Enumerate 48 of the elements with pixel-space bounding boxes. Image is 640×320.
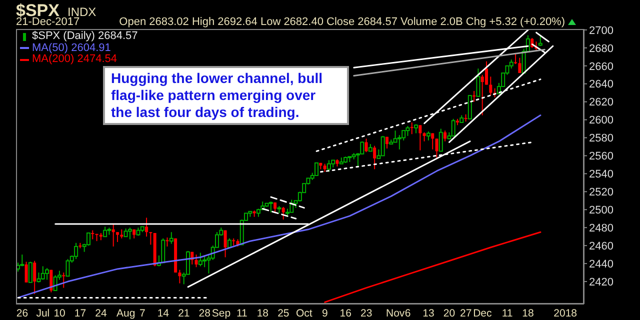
y-tick-label: 2700 (589, 24, 614, 37)
x-tick-label: 10 (54, 307, 66, 320)
x-tick-label: 9 (322, 307, 328, 320)
y-tick-label: 2600 (589, 114, 614, 127)
x-tick-label: Dec (473, 307, 492, 320)
x-tick-label: 6 (404, 307, 411, 320)
annotation: Hugging the lower channel, bull flag-like pattern emerging over the last four days of trading. (103, 66, 349, 125)
x-tick-label: 23 (360, 307, 372, 320)
y-tick-label: 2580 (589, 132, 614, 145)
x-tick-label: 24 (95, 307, 107, 320)
x-tick-label: 18 (256, 307, 269, 320)
x-tick-label: 7 (140, 307, 146, 320)
y-tick-label: 2500 (589, 204, 614, 217)
x-tick-label: Oct (296, 307, 312, 320)
x-tick-label: 25 (278, 307, 290, 320)
legend-label: MA(200) 2474.54 (32, 53, 117, 66)
y-tick-label: 2680 (589, 42, 614, 55)
x-tick-label: 20 (443, 307, 456, 320)
x-tick-label: 28 (198, 307, 211, 320)
x-tick-label: 14 (157, 307, 170, 320)
y-tick-label: 2660 (589, 60, 614, 73)
y-tick-label: 2560 (589, 150, 614, 163)
y-tick-label: 2620 (589, 96, 614, 109)
x-tick-label: Nov (386, 307, 406, 320)
x-tick-label: 18 (522, 307, 534, 320)
legend-label: MA(50) 2604.91 (32, 42, 111, 54)
y-tick-label: 2440 (589, 258, 614, 270)
x-tick-label: 13 (422, 307, 435, 320)
legend-label: $SPX (Daily) 2684.57 (32, 30, 138, 42)
x-tick-label: 11 (236, 307, 248, 320)
x-tick-label: Aug (116, 307, 136, 320)
y-tick-label: 2420 (589, 276, 614, 288)
x-tick-label: 26 (16, 307, 28, 320)
y-tick-label: 2640 (589, 78, 614, 91)
text: Open 2683.02 High 2692.64 Low 2682.40 Close 2684.57 Volume 2.0B Chg +5.32 (+0.20%) (119, 16, 565, 28)
x-tick-label: 2018 (554, 307, 578, 320)
y-tick-label: 2460 (589, 240, 614, 252)
x-tick-label: Sep (212, 307, 231, 320)
x-tick-label: 11 (502, 307, 513, 320)
x-tick-label: 16 (340, 307, 352, 320)
x-tick-label: 21 (178, 307, 190, 320)
text: 21-Dec-2017 (16, 16, 80, 28)
x-tick-label: Jul (36, 307, 50, 320)
y-tick-label: 2520 (589, 186, 614, 199)
x-tick-label: 27 (460, 307, 472, 320)
y-tick-label: 2540 (589, 168, 614, 181)
x-tick-label: 17 (74, 307, 86, 320)
y-tick-label: 2480 (589, 222, 614, 235)
